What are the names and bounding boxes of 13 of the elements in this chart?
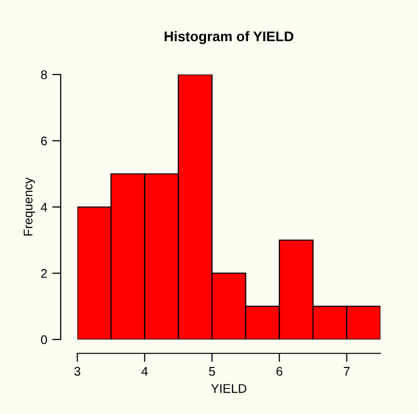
chart-title: Histogram of YIELD xyxy=(164,31,294,44)
x-axis-title: YIELD xyxy=(211,384,246,393)
y-tick-label: 4 xyxy=(40,202,48,212)
x-tick-label: 7 xyxy=(344,367,350,376)
x-tick-label: 4 xyxy=(141,367,148,376)
x-tick-label: 3 xyxy=(74,366,80,376)
y-tick-label: 6 xyxy=(41,136,47,146)
x-tick-label: 5 xyxy=(209,367,215,376)
x-tick-label: 6 xyxy=(276,366,282,376)
y-tick-label: 0 xyxy=(41,335,47,344)
y-tick-label: 2 xyxy=(41,269,47,278)
y-axis-title: Frequency xyxy=(24,177,35,236)
y-tick-label: 8 xyxy=(41,70,47,80)
